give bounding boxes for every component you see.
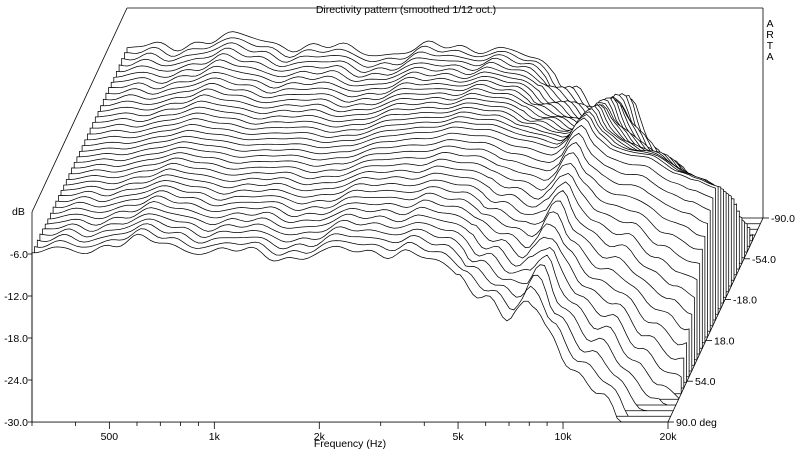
brand-letter: R [766, 29, 774, 41]
angle-axis: 90.0 deg 54.0 18.0 -18.0 -54.0 -90.0 [668, 213, 795, 429]
frame-diagonal-left [31, 7, 128, 213]
brand-letter: A [766, 18, 773, 30]
chart-title: Directivity pattern (smoothed 1/12 oct.) [316, 4, 496, 16]
x-axis: Frequency (Hz) 500 1k 2k 5k 10k 20k [31, 422, 678, 450]
brand-letter: T [767, 40, 774, 52]
y-axis: dB -6.0 -12.0 -18.0 -24.0 -30.0 [4, 206, 33, 429]
x-tick-label: 20k [660, 431, 678, 443]
y-tick-label: -18.0 [4, 333, 28, 345]
y-axis-label: dB [12, 206, 25, 218]
x-tick-label: 5k [453, 431, 465, 443]
brand-letter: A [766, 51, 773, 63]
y-tick-label: -24.0 [4, 375, 28, 387]
x-tick-label: 2k [314, 431, 326, 443]
angle-tick-label: 18.0 [714, 335, 735, 347]
angle-tick-label: -54.0 [752, 254, 776, 266]
x-tick-label: 1k [209, 431, 221, 443]
x-tick-label: 500 [101, 431, 119, 443]
angle-curve [31, 233, 668, 423]
x-axis-label: Frequency (Hz) [314, 438, 386, 450]
angle-tick-label: 54.0 [695, 376, 716, 388]
angle-tick-label: -90.0 [771, 213, 795, 225]
waterfall-curves [31, 31, 763, 423]
angle-tick-label: 90.0 deg [676, 417, 717, 429]
y-tick-label: -6.0 [10, 249, 28, 261]
y-tick-label: -30.0 [4, 417, 28, 429]
angle-tick-label: -18.0 [733, 295, 757, 307]
y-tick-label: -12.0 [4, 291, 28, 303]
x-tick-label: 10k [555, 431, 573, 443]
